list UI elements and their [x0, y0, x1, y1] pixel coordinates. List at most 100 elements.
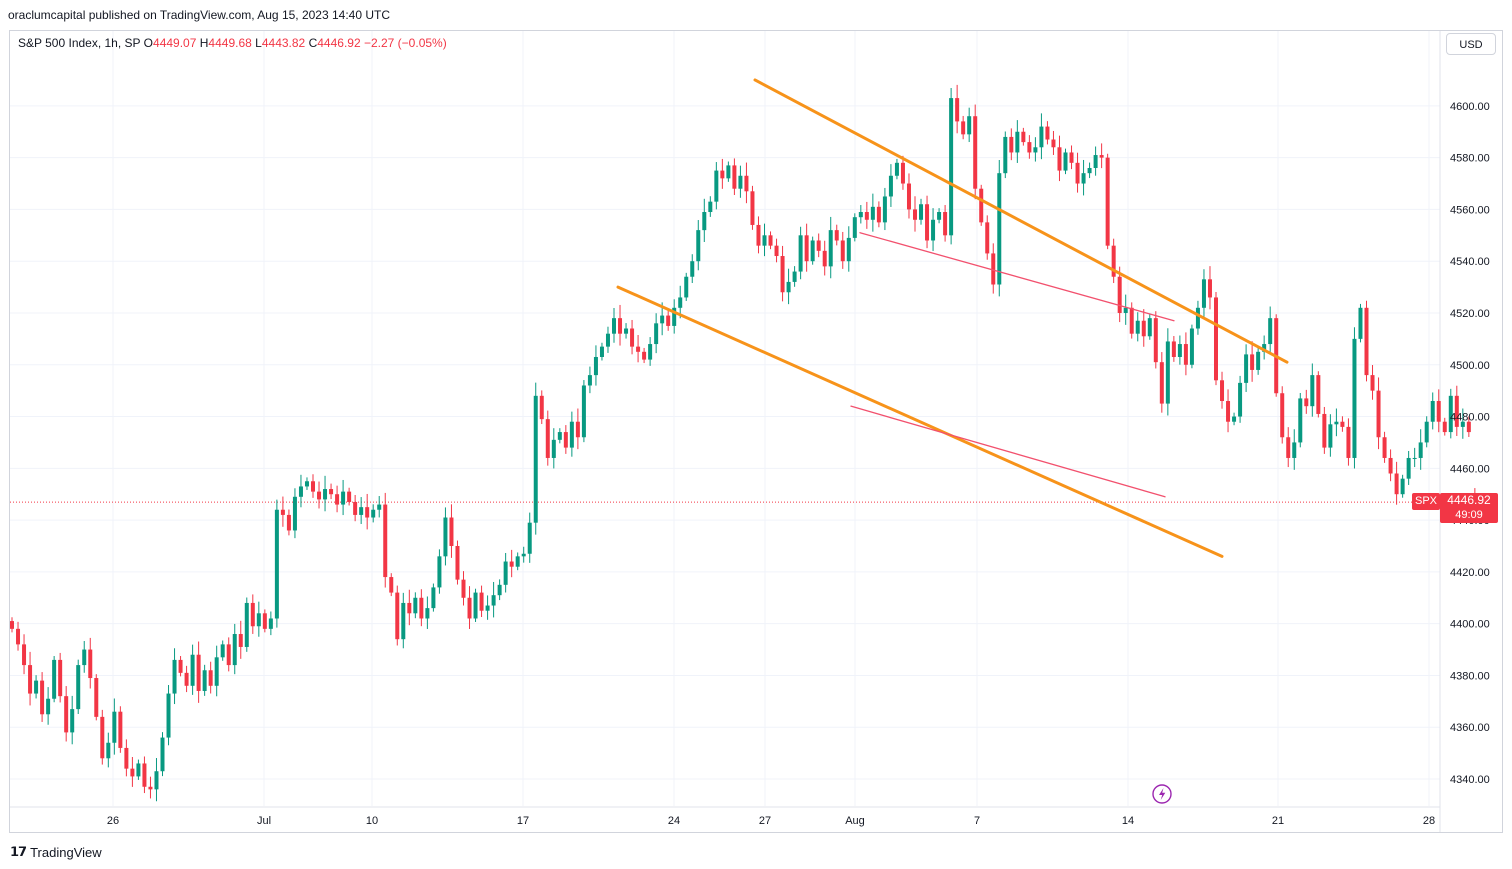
- candle: [575, 408, 580, 450]
- candle-body: [407, 602, 412, 614]
- candle-body: [684, 276, 689, 298]
- candle: [311, 474, 315, 498]
- y-tick-label: 4460.00: [1450, 463, 1490, 475]
- candle: [383, 492, 388, 588]
- candle-body: [395, 592, 400, 640]
- tradingview-logo-icon: 𝟭𝟳: [10, 844, 27, 859]
- candle-body: [1183, 344, 1188, 365]
- candle: [292, 488, 297, 539]
- candle-body: [864, 212, 869, 220]
- candle: [720, 158, 725, 189]
- candle: [1268, 306, 1273, 355]
- candle-body: [154, 771, 159, 790]
- candle: [256, 601, 261, 637]
- candle-body: [214, 657, 219, 686]
- candle: [473, 588, 478, 622]
- candle-body: [1177, 344, 1182, 357]
- candle-body: [840, 240, 845, 262]
- candle-body: [208, 670, 213, 686]
- candle-body: [822, 250, 827, 267]
- candle-body: [810, 240, 815, 262]
- candle-body: [949, 98, 954, 236]
- candle: [858, 205, 863, 224]
- candle: [10, 617, 14, 633]
- candle-body: [461, 579, 466, 598]
- candle-body: [834, 230, 839, 241]
- candle: [1346, 418, 1351, 466]
- candle-body: [1171, 341, 1176, 357]
- candle: [527, 512, 532, 563]
- candle: [341, 479, 346, 516]
- candle-body: [979, 188, 984, 223]
- candle: [557, 428, 562, 444]
- candle-body: [130, 768, 135, 777]
- candle: [52, 656, 57, 703]
- candle: [401, 592, 406, 649]
- event-icon[interactable]: [1152, 784, 1172, 804]
- candle: [1310, 363, 1315, 417]
- candle-body: [178, 659, 183, 673]
- candle-body: [738, 175, 743, 189]
- candle: [118, 706, 123, 753]
- candle-body: [1033, 147, 1038, 153]
- candle: [900, 155, 905, 190]
- candle: [1201, 269, 1206, 317]
- lower-channel-line[interactable]: [616, 285, 1224, 558]
- candle-body: [1045, 126, 1050, 140]
- chart-frame: [9, 30, 1503, 833]
- tradingview-logo[interactable]: 𝟭𝟳 TradingView: [10, 844, 102, 860]
- legend-symbol: S&P 500 Index, 1h, SP: [18, 36, 141, 50]
- candle: [1165, 328, 1170, 416]
- candle-body: [642, 351, 647, 360]
- candle: [76, 659, 81, 714]
- candle-body: [563, 432, 568, 448]
- candle: [1009, 128, 1014, 161]
- candle: [1334, 408, 1339, 437]
- candle: [88, 637, 93, 689]
- candle-body: [1298, 398, 1303, 443]
- candle: [985, 215, 990, 260]
- x-tick-label: Aug: [845, 815, 865, 827]
- candle: [82, 641, 87, 673]
- upper-channel-line[interactable]: [753, 78, 1289, 364]
- candle: [1220, 371, 1225, 409]
- inner-lower-trendline[interactable]: [850, 405, 1166, 498]
- candle: [497, 579, 502, 601]
- candle: [1406, 450, 1411, 485]
- candle-body: [238, 634, 243, 647]
- candle: [503, 552, 508, 593]
- candle: [329, 483, 334, 500]
- candle-body: [280, 509, 285, 515]
- ohlc-legend: S&P 500 Index, 1h, SP O4449.07 H4449.68 …: [18, 36, 447, 50]
- candle-body: [1346, 426, 1351, 458]
- currency-button[interactable]: USD: [1446, 33, 1496, 55]
- last-price-value: 4446.92: [1447, 493, 1491, 507]
- candle: [738, 165, 743, 198]
- x-tick-label: 26: [107, 815, 119, 827]
- inner-upper-trendline[interactable]: [859, 232, 1175, 322]
- candle-body: [124, 747, 129, 769]
- candle: [377, 496, 382, 518]
- candle-body: [1201, 279, 1206, 308]
- candle: [702, 198, 707, 243]
- candle-body: [804, 235, 809, 262]
- candle: [22, 634, 27, 675]
- last-price-tag: 4446.92 49:09: [1440, 493, 1498, 523]
- candle: [232, 623, 237, 675]
- candle: [648, 337, 653, 366]
- candle: [888, 164, 893, 207]
- legend-close: 4446.92: [317, 36, 361, 50]
- candle-body: [1099, 155, 1104, 158]
- candle: [569, 411, 574, 457]
- candle-body: [521, 553, 526, 557]
- candle: [943, 205, 948, 242]
- candle: [455, 540, 460, 585]
- candle: [347, 487, 352, 506]
- candle: [190, 644, 195, 695]
- candle-body: [1382, 437, 1387, 458]
- candle: [1063, 148, 1068, 175]
- candle: [955, 84, 960, 134]
- x-tick-label: 14: [1122, 815, 1134, 827]
- candle-body: [1400, 478, 1405, 495]
